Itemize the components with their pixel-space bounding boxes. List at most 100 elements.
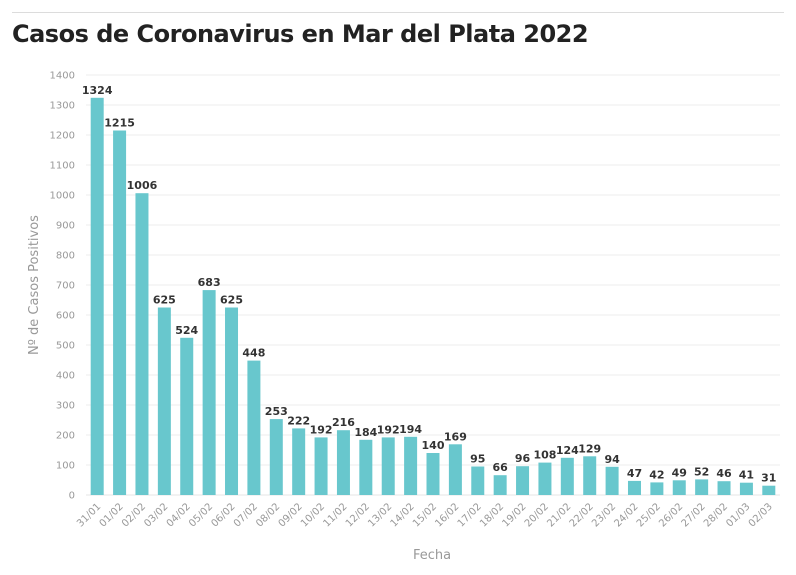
x-tick-label: 04/02 bbox=[165, 501, 193, 529]
x-axis-ticks: 31/0101/0202/0203/0204/0205/0206/0207/02… bbox=[75, 501, 775, 529]
y-tick-label: 300 bbox=[56, 401, 75, 412]
bar-17/02 bbox=[471, 466, 485, 495]
value-label: 222 bbox=[287, 414, 310, 427]
x-tick-label: 25/02 bbox=[635, 501, 663, 529]
bar-15/02 bbox=[426, 453, 440, 495]
x-tick-label: 06/02 bbox=[209, 501, 237, 529]
value-label: 94 bbox=[604, 453, 620, 466]
x-tick-label: 22/02 bbox=[568, 501, 596, 529]
y-tick-label: 1000 bbox=[50, 191, 75, 202]
value-label: 524 bbox=[175, 324, 198, 337]
value-label: 1215 bbox=[104, 117, 135, 130]
bar-21/02 bbox=[560, 457, 574, 495]
x-tick-label: 01/03 bbox=[724, 501, 752, 529]
bar-14/02 bbox=[404, 436, 418, 495]
y-tick-label: 200 bbox=[56, 431, 75, 442]
x-tick-label: 19/02 bbox=[501, 501, 529, 529]
y-axis-title: Nº de Casos Positivos bbox=[27, 215, 42, 355]
bar-19/02 bbox=[516, 466, 530, 495]
y-axis-ticks: 0 100 200 300 400 500 600 700 800 900 1000 1100 1200… bbox=[50, 71, 75, 502]
bar-05/02 bbox=[202, 290, 216, 495]
x-tick-label: 24/02 bbox=[612, 501, 640, 529]
x-tick-label: 13/02 bbox=[366, 501, 394, 529]
x-tick-label: 16/02 bbox=[433, 501, 461, 529]
bar-13/02 bbox=[381, 437, 395, 495]
x-tick-label: 05/02 bbox=[187, 501, 215, 529]
x-tick-label: 02/03 bbox=[747, 501, 775, 529]
value-label: 95 bbox=[470, 453, 485, 466]
value-label: 625 bbox=[153, 294, 176, 307]
x-tick-label: 08/02 bbox=[254, 501, 282, 529]
bar-31/01 bbox=[90, 97, 104, 496]
bar-16/02 bbox=[448, 444, 462, 495]
top-divider bbox=[12, 12, 784, 13]
x-tick-label: 28/02 bbox=[702, 501, 730, 529]
bar-27/02 bbox=[695, 479, 709, 495]
value-label: 108 bbox=[533, 449, 556, 462]
bar-20/02 bbox=[538, 462, 552, 495]
value-label: 448 bbox=[242, 347, 265, 360]
x-tick-label: 01/02 bbox=[98, 501, 126, 529]
y-tick-label: 400 bbox=[56, 371, 75, 382]
value-label: 184 bbox=[354, 426, 377, 439]
bar-26/02 bbox=[672, 480, 686, 495]
x-axis-title: Fecha bbox=[413, 548, 451, 563]
y-tick-label: 1300 bbox=[50, 101, 75, 112]
x-tick-label: 27/02 bbox=[680, 501, 708, 529]
y-tick-label: 1400 bbox=[50, 71, 75, 82]
value-label: 216 bbox=[332, 416, 355, 429]
bar-07/02 bbox=[247, 360, 261, 495]
value-label: 124 bbox=[556, 444, 579, 457]
x-tick-label: 11/02 bbox=[321, 501, 349, 529]
value-label: 1006 bbox=[127, 179, 158, 192]
value-label: 192 bbox=[377, 423, 400, 436]
bar-18/02 bbox=[493, 475, 507, 495]
value-label: 96 bbox=[515, 452, 531, 465]
chart-title: Casos de Coronavirus en Mar del Plata 20… bbox=[12, 20, 589, 48]
x-tick-label: 03/02 bbox=[142, 501, 170, 529]
x-tick-label: 09/02 bbox=[277, 501, 305, 529]
value-label: 192 bbox=[310, 423, 333, 436]
bar-22/02 bbox=[583, 456, 597, 495]
bars bbox=[90, 97, 776, 496]
bar-01/03 bbox=[739, 482, 753, 495]
x-tick-label: 10/02 bbox=[299, 501, 327, 529]
bar-08/02 bbox=[269, 419, 283, 495]
value-label: 52 bbox=[694, 465, 709, 478]
bar-09/02 bbox=[292, 428, 306, 495]
value-label: 1324 bbox=[82, 84, 113, 97]
bar-01/02 bbox=[113, 130, 127, 495]
y-tick-label: 100 bbox=[56, 461, 75, 472]
y-tick-label: 900 bbox=[56, 221, 75, 232]
bar-23/02 bbox=[605, 466, 619, 495]
x-tick-label: 31/01 bbox=[75, 501, 103, 529]
x-tick-label: 18/02 bbox=[478, 501, 506, 529]
value-label: 47 bbox=[627, 467, 642, 480]
y-tick-label: 500 bbox=[56, 341, 75, 352]
value-label: 683 bbox=[198, 276, 221, 289]
x-tick-label: 02/02 bbox=[120, 501, 148, 529]
bar-06/02 bbox=[225, 307, 239, 495]
bar-10/02 bbox=[314, 437, 328, 495]
value-labels: 1324121510066255246836254482532221922161… bbox=[82, 84, 777, 485]
value-label: 42 bbox=[649, 468, 664, 481]
x-tick-label: 17/02 bbox=[456, 501, 484, 529]
bar-12/02 bbox=[359, 439, 373, 495]
bar-11/02 bbox=[336, 430, 350, 495]
bar-24/02 bbox=[627, 480, 641, 495]
bar-03/02 bbox=[157, 307, 171, 495]
y-tick-label: 0 bbox=[69, 491, 75, 502]
x-tick-label: 14/02 bbox=[389, 501, 417, 529]
x-tick-label: 07/02 bbox=[232, 501, 260, 529]
x-tick-label: 21/02 bbox=[545, 501, 573, 529]
x-tick-label: 12/02 bbox=[344, 501, 372, 529]
value-label: 253 bbox=[265, 405, 288, 418]
bar-04/02 bbox=[180, 337, 194, 495]
y-tick-label: 800 bbox=[56, 251, 75, 262]
value-label: 49 bbox=[672, 466, 687, 479]
x-tick-label: 26/02 bbox=[657, 501, 685, 529]
x-tick-label: 15/02 bbox=[411, 501, 439, 529]
value-label: 41 bbox=[739, 469, 754, 482]
value-label: 169 bbox=[444, 430, 467, 443]
y-tick-label: 700 bbox=[56, 281, 75, 292]
